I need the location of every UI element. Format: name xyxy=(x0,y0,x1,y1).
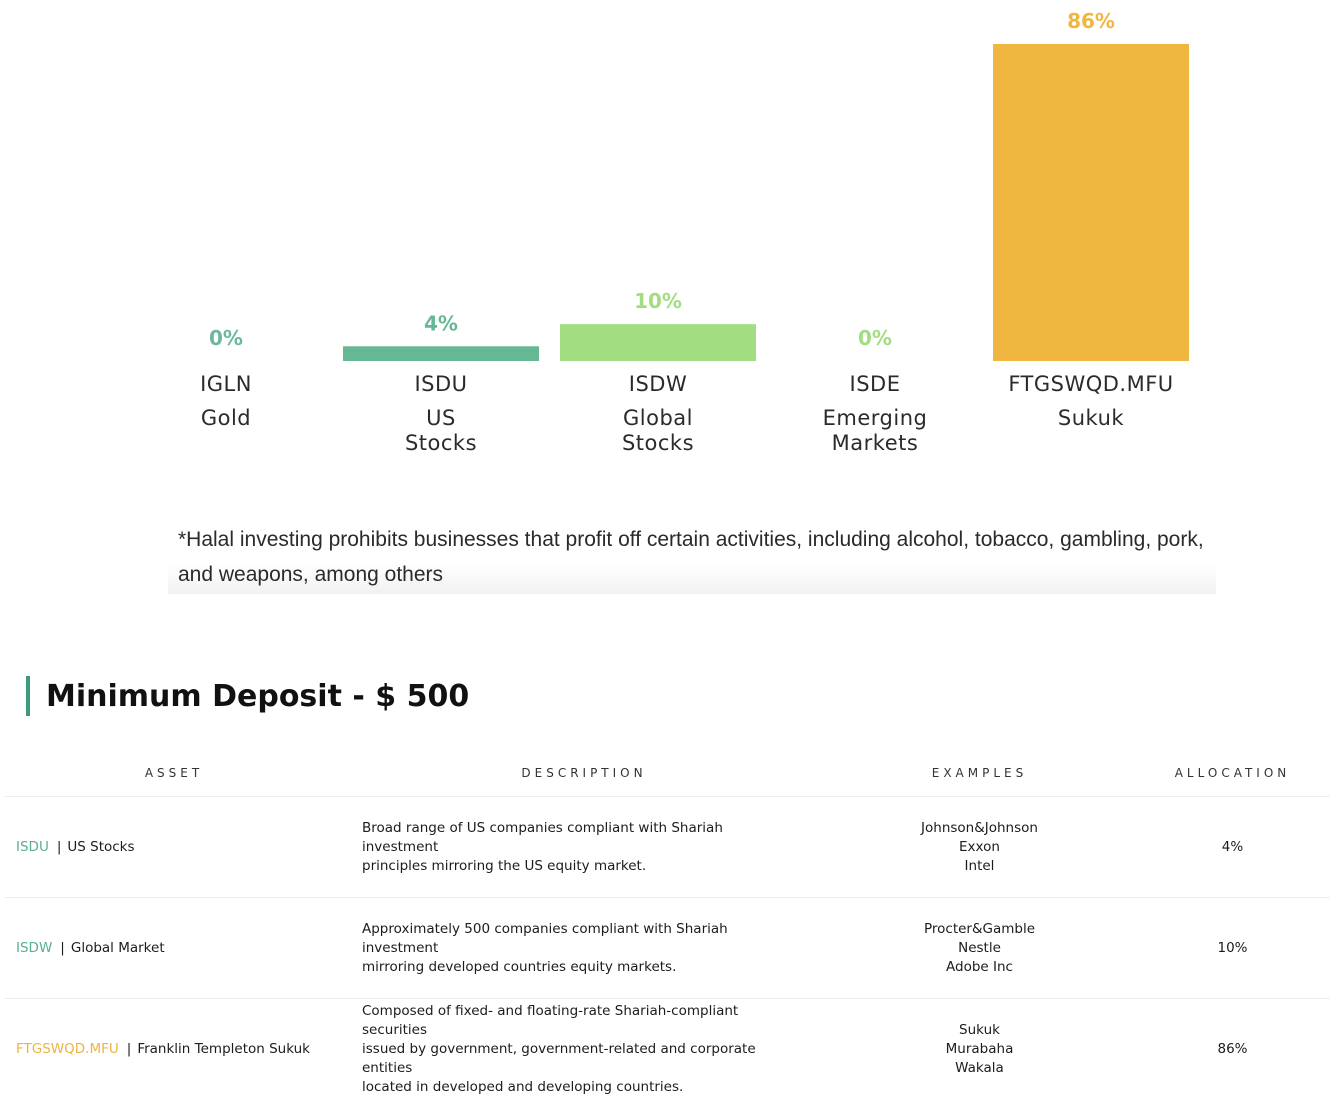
category-ticker-label: FTGSWQD.MFU xyxy=(1008,372,1173,396)
asset-table: ASSET DESCRIPTION EXAMPLES ALLOCATION IS… xyxy=(4,750,1330,1099)
asset-name: Global Market xyxy=(70,940,165,956)
bar-isdw xyxy=(560,324,756,361)
description-line: Broad range of US companies compliant wi… xyxy=(362,819,723,855)
category-name-label: Emerging xyxy=(823,406,928,430)
category-name-label: Stocks xyxy=(622,431,694,455)
category-ticker-label: ISDW xyxy=(629,372,687,396)
bar-isdu xyxy=(343,346,539,361)
header-description: DESCRIPTION xyxy=(521,766,647,780)
category-ticker-label: ISDE xyxy=(850,372,901,396)
examples-cell: Procter&Gamble Nestle Adobe Inc xyxy=(824,920,1135,977)
category-name-label: Markets xyxy=(832,431,919,455)
table-header: ASSET DESCRIPTION EXAMPLES ALLOCATION xyxy=(4,750,1330,797)
asset-separator: | xyxy=(56,839,62,855)
description-cell: Broad range of US companies compliant wi… xyxy=(344,819,824,876)
heading-accent-bar xyxy=(26,676,30,716)
example-item: Murabaha xyxy=(945,1040,1014,1057)
category-name-label: US xyxy=(426,406,456,430)
description-cell: Composed of fixed- and floating-rate Sha… xyxy=(344,1002,824,1097)
example-item: Exxon xyxy=(959,838,1000,855)
description-cell: Approximately 500 companies compliant wi… xyxy=(344,920,824,977)
bar-value-label: 0% xyxy=(858,326,892,350)
asset-name: Franklin Templeton Sukuk xyxy=(137,1041,310,1057)
description-line: Approximately 500 companies compliant wi… xyxy=(362,920,728,956)
header-allocation: ALLOCATION xyxy=(1174,766,1291,780)
allocation-cell: 86% xyxy=(1217,1041,1248,1057)
table-row: FTGSWQD.MFU | Franklin Templeton Sukuk Com… xyxy=(4,999,1330,1099)
asset-ticker: ISDU xyxy=(16,839,49,855)
example-item: Adobe Inc xyxy=(946,958,1013,975)
description-line: issued by government, government-related… xyxy=(362,1040,756,1076)
category-name-label: Stocks xyxy=(405,431,477,455)
category-name-label: Global xyxy=(623,406,693,430)
asset-ticker: FTGSWQD.MFU xyxy=(16,1041,119,1057)
category-name-label: Sukuk xyxy=(1058,406,1124,430)
examples-cell: Johnson&Johnson Exxon Intel xyxy=(824,819,1135,876)
example-item: Intel xyxy=(964,857,995,874)
example-item: Wakala xyxy=(955,1059,1004,1076)
asset-name: US Stocks xyxy=(67,839,135,855)
description-line: Composed of fixed- and floating-rate Sha… xyxy=(362,1002,739,1038)
bar-value-label: 86% xyxy=(1067,9,1115,33)
example-item: Nestle xyxy=(958,939,1001,956)
asset-cell: ISDW | Global Market xyxy=(4,940,344,956)
asset-separator: | xyxy=(60,940,65,956)
header-asset: ASSET xyxy=(144,766,204,780)
allocation-cell: 4% xyxy=(1221,839,1244,855)
description-line: mirroring developed countries equity mar… xyxy=(362,958,677,975)
example-item: Johnson&Johnson xyxy=(921,819,1038,836)
minimum-deposit-title: Minimum Deposit - $ 500 xyxy=(46,678,470,714)
description-line: principles mirroring the US equity marke… xyxy=(362,857,647,874)
category-ticker-label: ISDU xyxy=(414,372,467,396)
example-item: Sukuk xyxy=(959,1021,1000,1038)
allocation-bar-chart: 0%IGLNGold4%ISDUUSStocks10%ISDWGlobalSto… xyxy=(200,9,1189,455)
table-row: ISDU | US Stocks Broad range of US compani… xyxy=(4,797,1330,898)
bar-value-label: 10% xyxy=(634,289,682,313)
examples-cell: Sukuk Murabaha Wakala xyxy=(824,1021,1135,1078)
bar-value-label: 4% xyxy=(424,311,458,335)
description-line: located in developed and developing coun… xyxy=(362,1078,684,1095)
asset-ticker: ISDW xyxy=(16,940,53,956)
halal-footnote: *Halal investing prohibits businesses th… xyxy=(168,518,1216,594)
minimum-deposit-heading: Minimum Deposit - $ 500 xyxy=(26,676,469,716)
asset-cell: FTGSWQD.MFU | Franklin Templeton Sukuk xyxy=(4,1041,344,1057)
table-row: ISDW | Global Market Approximately 500 com… xyxy=(4,898,1330,999)
asset-cell: ISDU | US Stocks xyxy=(4,839,344,855)
category-name-label: Gold xyxy=(201,406,251,430)
bar-value-label: 0% xyxy=(209,326,243,350)
category-ticker-label: IGLN xyxy=(200,372,252,396)
example-item: Procter&Gamble xyxy=(923,920,1036,937)
bar-ftgswqd-mfu xyxy=(993,44,1189,361)
header-examples: EXAMPLES xyxy=(931,766,1028,780)
asset-separator: | xyxy=(126,1041,132,1057)
allocation-cell: 10% xyxy=(1217,940,1248,956)
